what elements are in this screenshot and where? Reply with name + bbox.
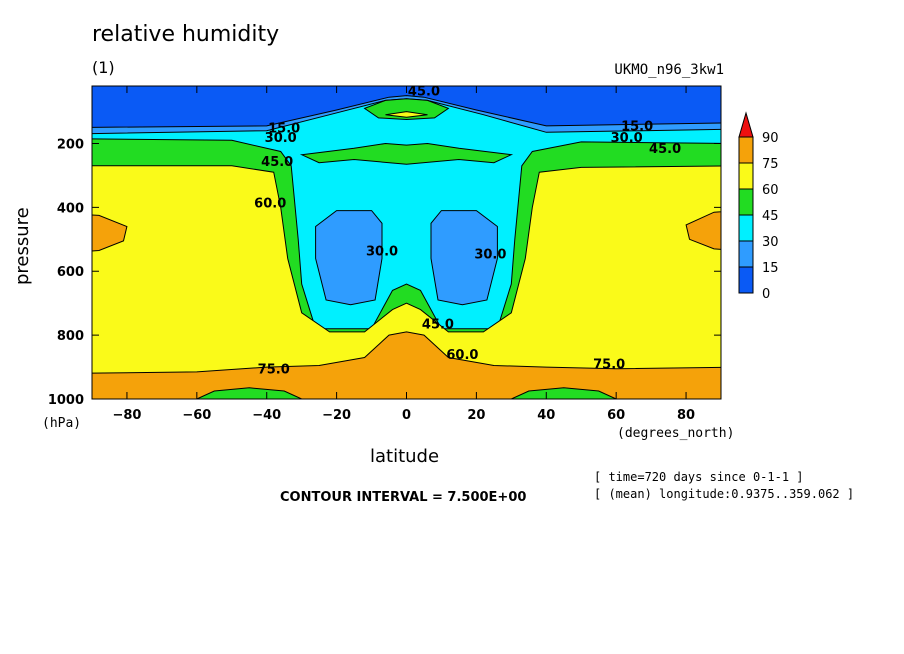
contour-label: 30.0 [611, 131, 643, 146]
patch-45-upper [299, 142, 514, 165]
contour-label: 45.0 [649, 142, 681, 157]
colorbar-label: 0 [762, 287, 770, 302]
x-tick-label: 20 [467, 408, 485, 423]
colorbar-arrow [738, 111, 754, 138]
contour-label: 60.0 [254, 196, 286, 211]
y-axis-unit: (hPa) [42, 416, 82, 431]
contour-label: 30.0 [366, 244, 398, 259]
y-tick-label: 400 [57, 201, 84, 216]
band-75-right [685, 211, 721, 250]
lobe-15-left [315, 210, 383, 306]
colorbar-swatch [738, 162, 754, 190]
contour-label: 45.0 [261, 155, 293, 170]
colorbar-swatch [738, 240, 754, 268]
y-tick-label: 1000 [48, 393, 84, 408]
colorbar-swatch [738, 188, 754, 216]
x-tick-label: 40 [537, 408, 555, 423]
y-tick-label: 200 [57, 137, 84, 152]
contour-label: 75.0 [593, 358, 625, 373]
band-75-left [92, 214, 128, 252]
contour-label: 15.0 [621, 120, 653, 135]
y-tick-label: 600 [57, 265, 84, 280]
contour-label: 60.0 [446, 348, 478, 363]
x-tick-label: 80 [677, 408, 695, 423]
time-note: [ time=720 days since 0-1-1 ] [594, 470, 804, 484]
colorbar-swatch [738, 136, 754, 164]
x-tick-label: 0 [402, 408, 411, 423]
lobe-15-right [430, 210, 498, 306]
colorbar-label: 90 [762, 131, 779, 146]
contour-label: 15.0 [268, 121, 300, 136]
x-tick-label: −40 [252, 408, 281, 423]
x-tick-label: −60 [182, 408, 211, 423]
patch-60-top [385, 111, 428, 118]
x-tick-label: −80 [112, 408, 141, 423]
lobe-45-bottom-left [196, 387, 302, 399]
colorbar-label: 30 [762, 235, 779, 250]
contour-label: 45.0 [422, 318, 454, 333]
chart-subtitle: (1) [92, 58, 115, 77]
colorbar-label: 45 [762, 209, 779, 224]
contour-label: 30.0 [474, 247, 506, 262]
x-tick-label: −20 [322, 408, 351, 423]
contour-label: 45.0 [408, 85, 440, 100]
contour-interval: CONTOUR INTERVAL = 7.500E+00 [280, 490, 527, 505]
x-axis-unit: (degrees_north) [617, 426, 735, 441]
y-tick-label: 800 [57, 329, 84, 344]
lobe-45-bottom-right [511, 387, 617, 399]
band-75-low [92, 331, 721, 399]
model-name: UKMO_n96_3kw1 [614, 62, 724, 78]
chart-title: relative humidity [92, 22, 280, 47]
contour-fields [92, 86, 721, 399]
colorbar-swatch [738, 266, 754, 294]
contour-label: 30.0 [265, 131, 297, 146]
x-axis-title: latitude [370, 446, 440, 467]
colorbar-label: 15 [762, 261, 779, 276]
band-60 [92, 165, 721, 399]
longitude-note: [ (mean) longitude:0.9375..359.062 ] [594, 487, 855, 501]
colorbar-label: 60 [762, 183, 779, 198]
x-tick-label: 60 [607, 408, 625, 423]
colorbar-swatch [738, 214, 754, 242]
contour-label: 75.0 [258, 362, 290, 377]
colorbar-label: 75 [762, 157, 779, 172]
